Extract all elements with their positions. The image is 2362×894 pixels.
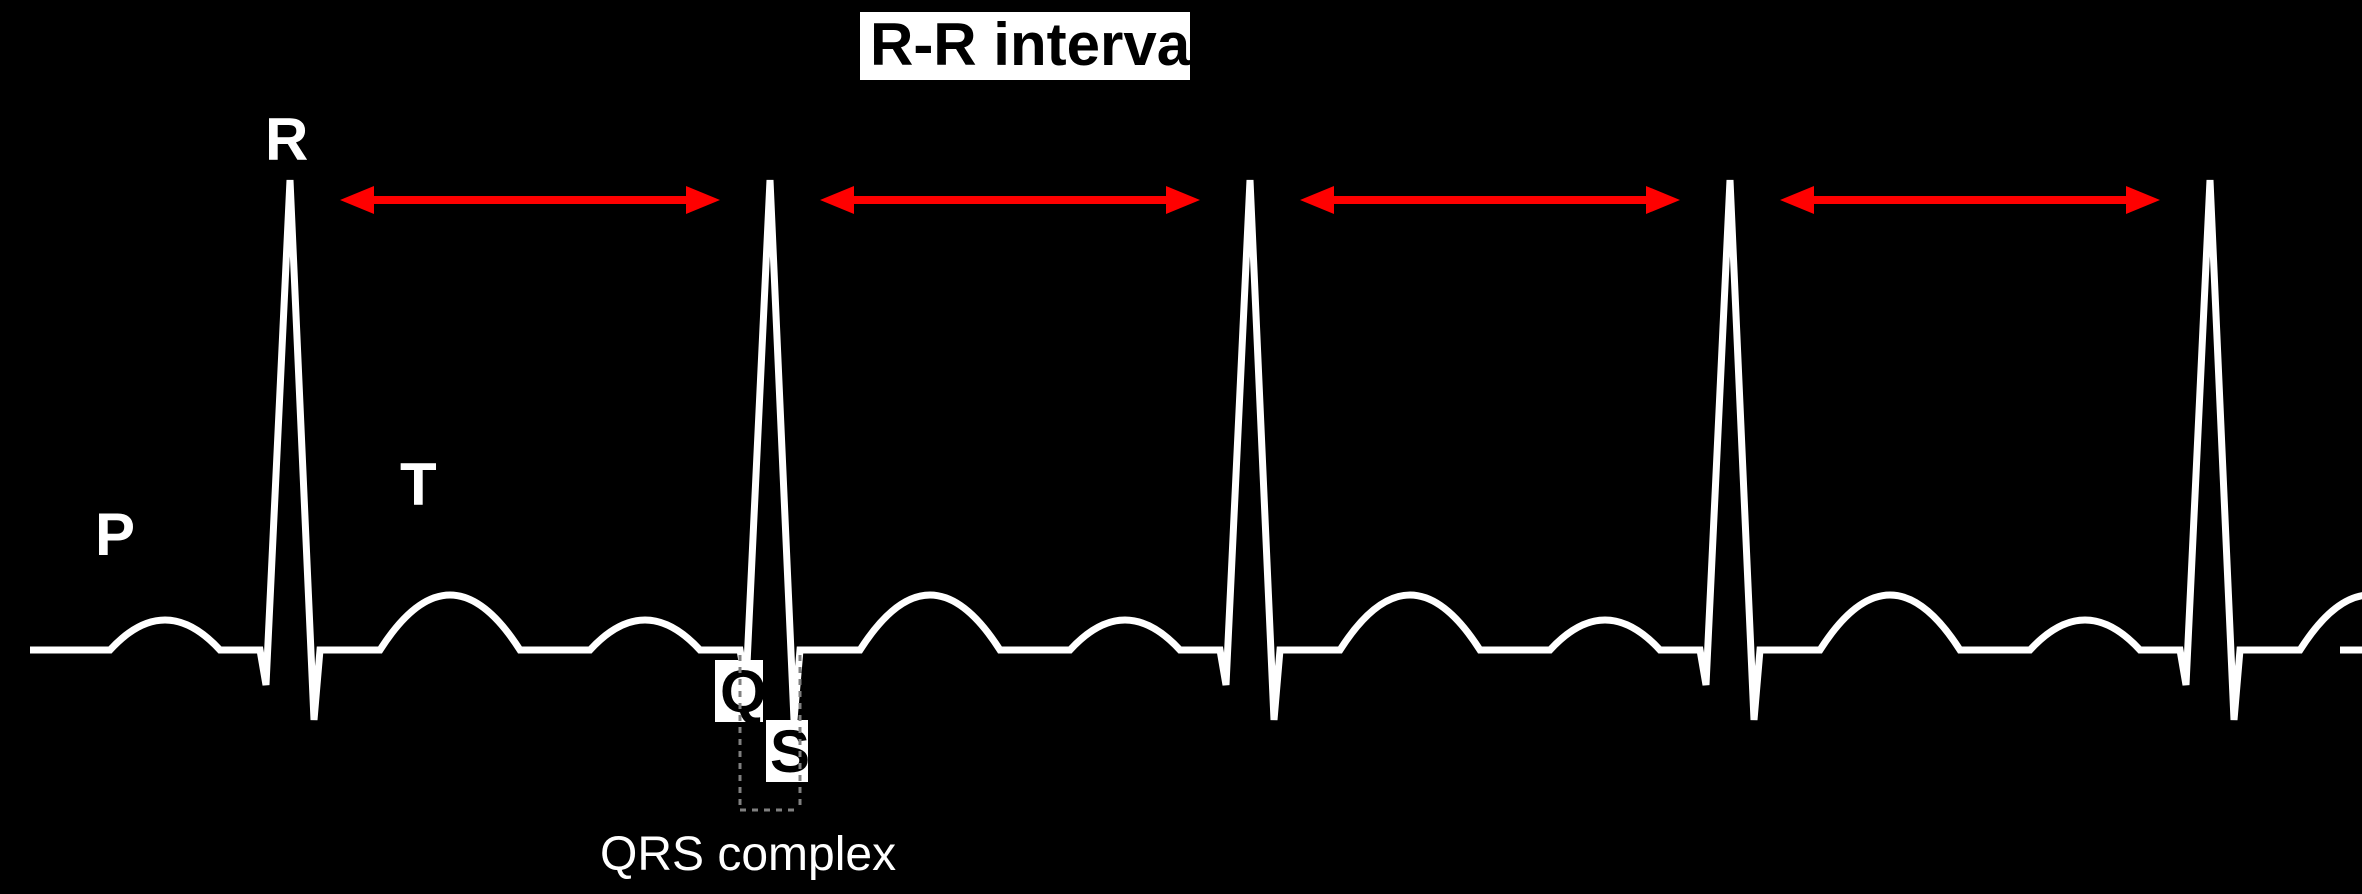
label-q: Q [720,658,767,725]
label-t: T [400,451,437,518]
qrs-complex-label: QRS complex [600,828,896,881]
title-text: R-R interval [870,11,1207,78]
label-p: P [95,501,135,568]
diagram-background [0,0,2362,894]
label-r: R [265,106,308,173]
label-s: S [770,718,810,785]
